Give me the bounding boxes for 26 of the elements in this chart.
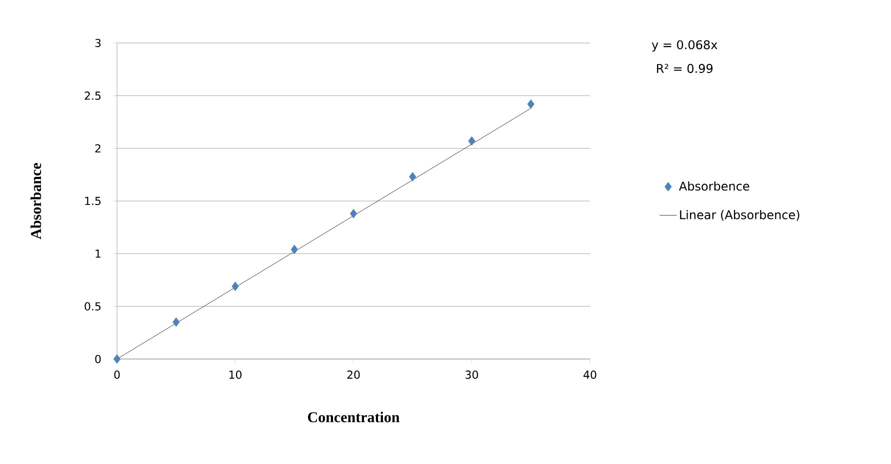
point xyxy=(350,208,358,218)
legend-label: Linear (Absorbence) xyxy=(680,210,800,221)
legend-label: Absorbence xyxy=(678,181,750,191)
text: y = 0.068x xyxy=(652,40,718,52)
point xyxy=(409,172,416,182)
y-tick-label: 2 xyxy=(95,144,100,152)
text: R² = 0.99 xyxy=(657,64,713,73)
x-tick-label: 20 xyxy=(347,370,360,379)
x-axis-title: Concentration xyxy=(308,412,400,422)
x-tick-label: 40 xyxy=(584,370,596,379)
point xyxy=(527,99,534,109)
y-tick-label: 2.5 xyxy=(84,92,101,100)
x-tick-label: 30 xyxy=(466,370,478,379)
point xyxy=(290,244,298,254)
point xyxy=(468,136,476,146)
x-tick-label: 0 xyxy=(114,370,120,379)
x-tick-label: 10 xyxy=(229,370,242,379)
point xyxy=(113,354,121,364)
y-tick-label: 3 xyxy=(95,38,101,48)
y-tick-label: 1.5 xyxy=(85,196,101,206)
y-tick-label: 1 xyxy=(96,250,100,258)
point xyxy=(172,317,180,327)
y-tick-label: 0 xyxy=(95,354,101,364)
point xyxy=(232,282,239,292)
y-tick-label: 0.5 xyxy=(84,302,101,310)
y-axis-title: Absorbance xyxy=(30,163,42,240)
